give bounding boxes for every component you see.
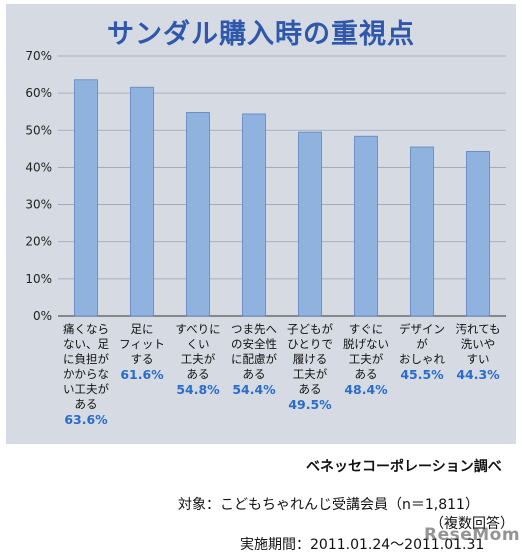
category-label: デザインがおしゃれ 45.5% [393,322,451,382]
watermark-logo: ReseMom [424,525,521,545]
bar [242,113,266,317]
y-tick-label: 60% [25,86,52,100]
bar-chart: 0% 10% 20% 30% 40% 50% 60% 70% [25,49,506,323]
category-label: すぐに 脱げない 工夫が ある 48.4% [337,322,395,397]
y-tick-label: 30% [25,198,52,212]
bar [298,131,322,317]
multi-answer-note: （複数回答） [430,516,514,532]
data-label: 45.5% [400,367,444,382]
y-tick-label: 20% [25,235,52,249]
y-tick-label: 10% [25,272,52,286]
data-label: 44.3% [456,367,500,382]
source-credit: ベネッセコーポレーション調べ [306,459,502,475]
bar [74,79,98,317]
category-label: 子どもが ひとりで 履ける 工夫が ある 49.5% [281,322,339,412]
data-label: 54.4% [232,382,276,397]
category-label: 痛くなら ない、足 に負担が かからな い工夫が ある 63.6% [57,322,115,427]
y-tick-label: 40% [25,160,52,174]
category-label: つま先へ の安全性 に配慮が ある 54.4% [225,322,283,397]
category-label: すべりに くい 工夫が ある 54.8% [169,322,227,397]
data-label: 48.4% [344,382,388,397]
data-label: 61.6% [120,367,164,382]
period-note: 実施期間：2011.01.24〜2011.01.31 [240,537,485,553]
bar [466,151,490,317]
y-tick-label: 0% [33,309,52,323]
data-label: 49.5% [288,397,332,412]
bar [354,135,378,317]
chart-title: サンダル購入時の重視点 [107,19,415,50]
chart-panel: サンダル購入時の重視点 0% 10% 20% 30% 40% 50% 60% 70% 痛くなら… [6,4,516,444]
data-label: 54.8% [176,382,220,397]
y-tick-label: 50% [25,123,52,137]
bar [186,112,210,317]
y-tick-label: 70% [25,49,52,63]
category-label: 汚れても 洗いや すい 44.3% [449,322,507,382]
subject-note: 対象：こどもちゃれんじ受講会員（n＝1,811） [178,497,479,513]
bar [130,86,154,317]
category-label: 足に フィット する 61.6% [113,322,171,382]
bar [410,146,434,317]
data-label: 63.6% [64,412,108,427]
